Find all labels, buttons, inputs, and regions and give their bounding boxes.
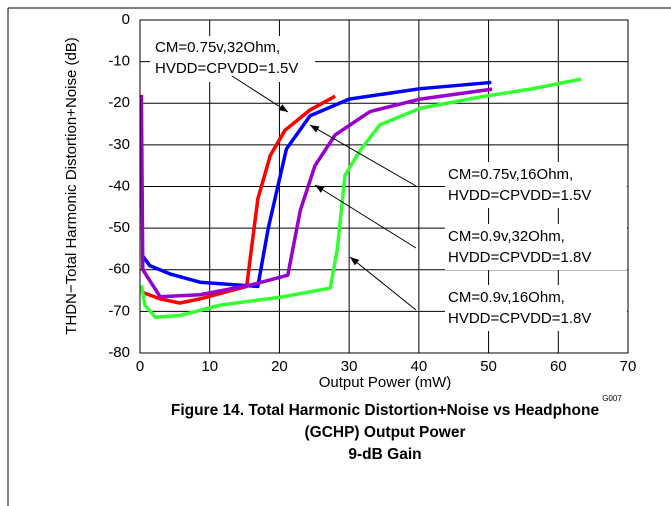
- caption: 9-dB Gain: [348, 446, 421, 463]
- plot-frame: [139, 19, 629, 354]
- annotation-box: [445, 285, 627, 331]
- annotation-text: HVDD=CPVDD=1.5V: [448, 187, 591, 204]
- y-tick-label: -60: [108, 261, 130, 278]
- arrow-head: [278, 104, 288, 112]
- annotation-text: CM=0.9v,16Ohm,: [448, 289, 565, 306]
- x-tick-label: 40: [411, 358, 428, 375]
- annotation-text: CM=0.9v,32Ohm,: [448, 228, 565, 245]
- series-line: [140, 80, 492, 289]
- annotation-box: [150, 36, 315, 82]
- annotation-arrow: [231, 75, 289, 113]
- x-tick-label: 70: [620, 358, 637, 375]
- x-tick-label: 60: [550, 358, 567, 375]
- x-axis-label: Output Power (mW): [319, 374, 452, 391]
- annotation-box: [445, 162, 627, 208]
- arrow-head: [315, 185, 325, 193]
- annotation-text: HVDD=CPVDD=1.8V: [448, 310, 591, 327]
- annotation-arrow: [349, 256, 417, 311]
- y-tick-label: -30: [108, 136, 130, 153]
- arrow-head: [310, 125, 320, 133]
- annotation-arrow: [314, 184, 417, 249]
- series-line: [141, 94, 337, 305]
- x-tick-label: 30: [341, 358, 358, 375]
- x-tick-label: 50: [480, 358, 497, 375]
- figure-code: G007: [602, 394, 622, 403]
- y-tick-label: -70: [108, 302, 130, 319]
- y-axis-label: THDN−Total Harmonic Distortion+Noise (dB…: [63, 37, 80, 335]
- series-line: [139, 87, 493, 299]
- x-tick-label: 10: [201, 358, 218, 375]
- x-tick-label: 20: [271, 358, 288, 375]
- caption: (GCHP) Output Power: [304, 424, 465, 441]
- arrow-head: [350, 257, 360, 266]
- series-line: [139, 77, 582, 319]
- annotation-text: HVDD=CPVDD=1.8V: [448, 249, 591, 266]
- y-tick-label: -50: [108, 219, 130, 236]
- y-tick-label: 0: [122, 11, 130, 28]
- caption: Figure 14. Total Harmonic Distortion+Noi…: [171, 402, 600, 419]
- x-tick-label: 0: [136, 358, 144, 375]
- annotation-text: CM=0.75v,32Ohm,: [155, 39, 280, 56]
- annotation-box: [445, 224, 627, 270]
- y-tick-label: -40: [108, 177, 130, 194]
- y-tick-label: -80: [108, 344, 130, 361]
- y-tick-label: -20: [108, 94, 130, 111]
- annotation-text: HVDD=CPVDD=1.5V: [155, 60, 298, 77]
- y-tick-label: -10: [108, 53, 130, 70]
- annotation-arrow: [309, 124, 417, 187]
- annotation-text: CM=0.75v,16Ohm,: [448, 166, 573, 183]
